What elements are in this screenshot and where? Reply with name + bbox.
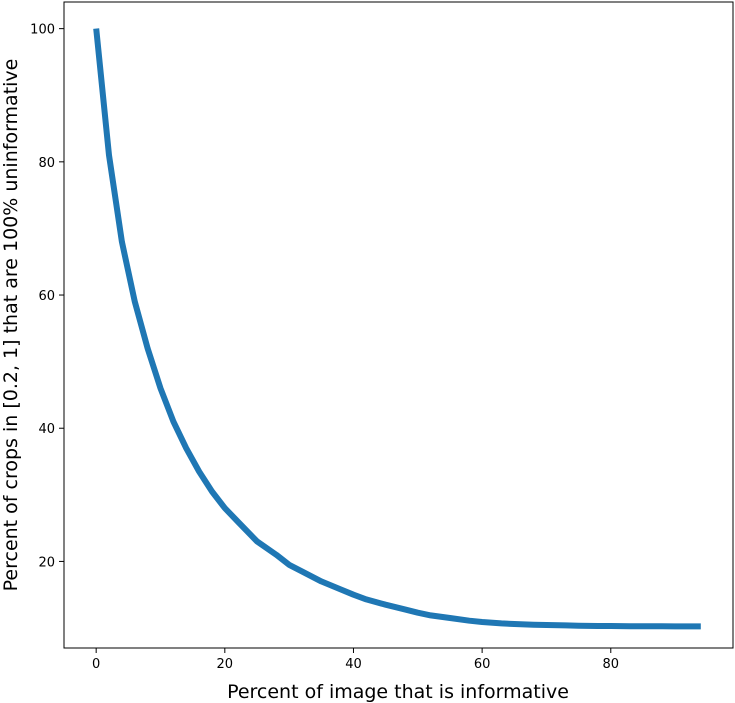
y-tick-label: 80 bbox=[38, 156, 55, 171]
y-tick-label: 20 bbox=[38, 555, 55, 570]
y-axis-ticks: 20 40 60 80 100 bbox=[30, 23, 64, 570]
x-tick-label: 0 bbox=[92, 657, 100, 672]
x-tick-label: 60 bbox=[474, 657, 491, 672]
x-tick-label: 20 bbox=[217, 657, 234, 672]
series-line bbox=[93, 28, 701, 630]
x-axis-label: Percent of image that is informative bbox=[227, 681, 569, 703]
x-axis-ticks: 0 20 40 60 80 bbox=[92, 648, 619, 672]
y-tick-label: 40 bbox=[38, 422, 55, 437]
x-tick-label: 80 bbox=[603, 657, 620, 672]
y-axis-label: Percent of crops in [0.2, 1] that are 10… bbox=[0, 59, 22, 592]
y-tick-label: 60 bbox=[38, 289, 55, 304]
x-tick-label: 40 bbox=[345, 657, 362, 672]
plot-area bbox=[63, 1, 734, 649]
y-tick-label: 100 bbox=[30, 23, 55, 38]
